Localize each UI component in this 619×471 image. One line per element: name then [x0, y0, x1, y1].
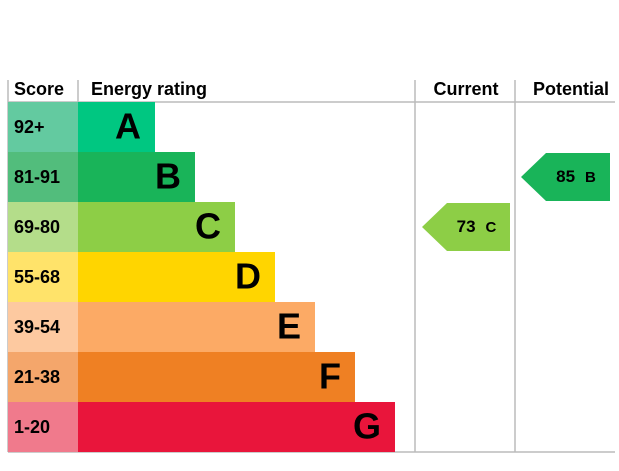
score-label: 55-68	[14, 267, 60, 287]
score-label: 21-38	[14, 367, 60, 387]
score-cell	[8, 302, 78, 352]
current-value: 73	[457, 217, 476, 236]
header-score: Score	[14, 79, 64, 99]
potential-arrow	[521, 153, 610, 201]
rating-bar	[78, 352, 355, 402]
potential-letter: B	[585, 169, 596, 186]
rating-letter: F	[319, 356, 341, 397]
score-label: 92+	[14, 117, 45, 137]
header-rating: Energy rating	[91, 79, 207, 99]
rating-letter: C	[195, 206, 221, 247]
current-letter: C	[486, 219, 497, 236]
score-label: 1-20	[14, 417, 50, 437]
potential-label: 85 B	[556, 167, 596, 186]
header-current: Current	[433, 79, 498, 99]
rating-letter: D	[235, 256, 261, 297]
rating-bar	[78, 302, 315, 352]
rating-letter: A	[115, 106, 141, 147]
rating-bar	[78, 252, 275, 302]
rating-letter: G	[353, 406, 381, 447]
rating-bar	[78, 402, 395, 452]
header-potential: Potential	[533, 79, 609, 99]
score-label: 39-54	[14, 317, 60, 337]
potential-value: 85	[556, 167, 575, 186]
rating-letter: E	[277, 306, 301, 347]
rating-bar	[78, 102, 155, 152]
score-cell	[8, 102, 78, 152]
rating-bar	[78, 152, 195, 202]
score-cell	[8, 152, 78, 202]
score-label: 69-80	[14, 217, 60, 237]
score-cell	[8, 252, 78, 302]
current-arrow	[422, 203, 510, 251]
score-cell	[8, 202, 78, 252]
score-cell	[8, 402, 78, 452]
score-label: 81-91	[14, 167, 60, 187]
current-label: 73 C	[457, 217, 497, 236]
score-cell	[8, 352, 78, 402]
rating-letter: B	[155, 156, 181, 197]
rating-bar	[78, 202, 235, 252]
